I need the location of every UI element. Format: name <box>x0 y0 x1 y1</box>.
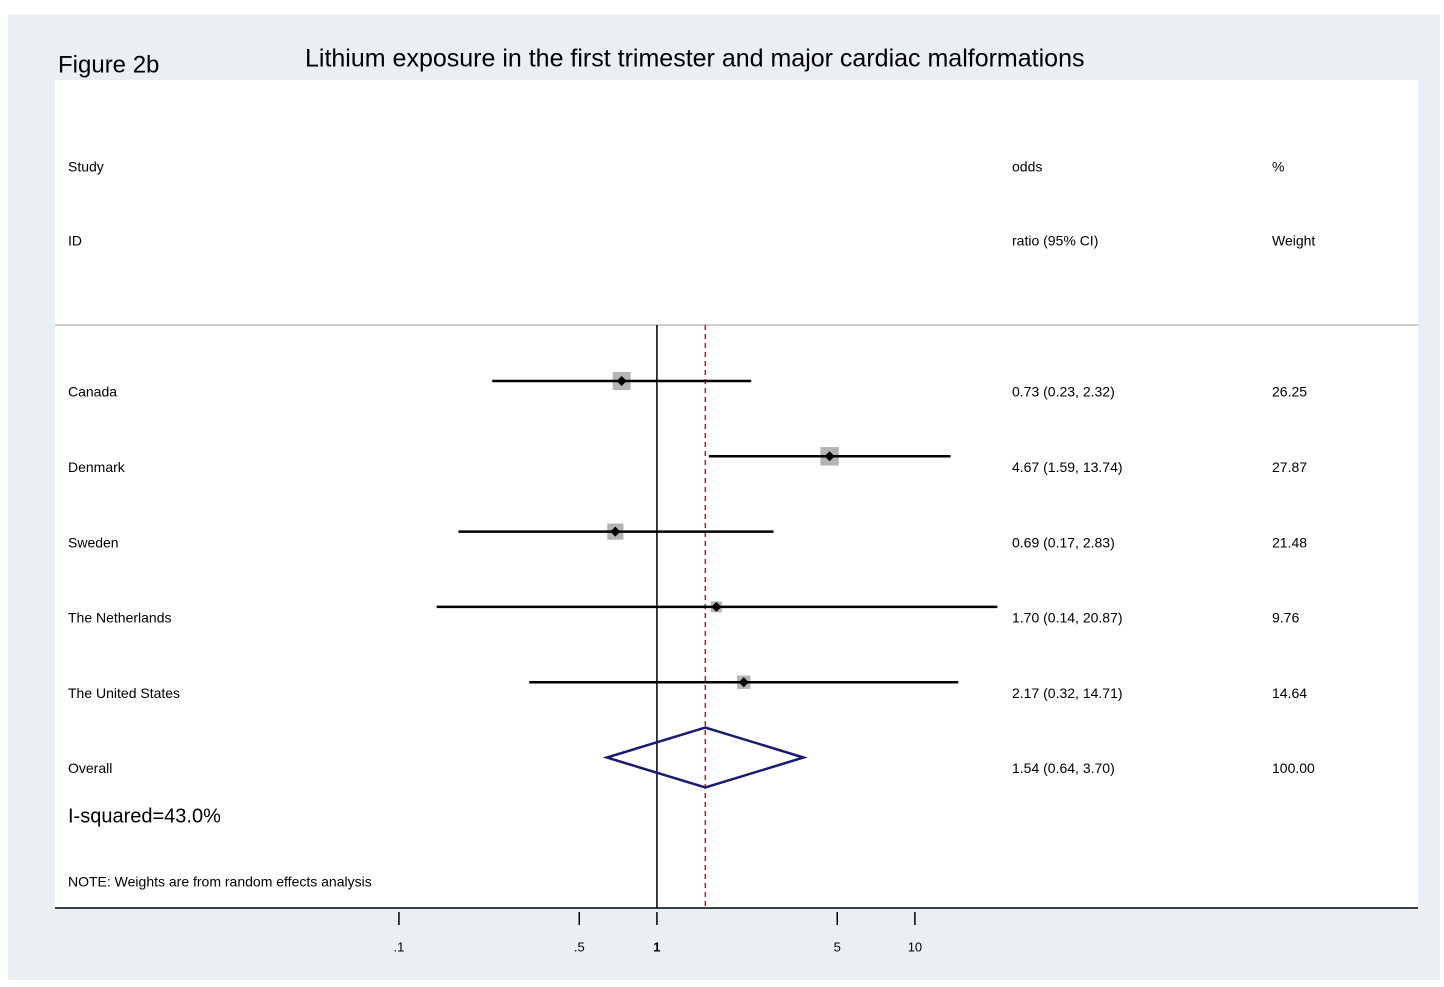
point-estimate <box>738 677 749 688</box>
point-estimate <box>824 451 835 462</box>
weight-label: 9.76 <box>1272 610 1299 626</box>
study-label: Overall <box>68 760 112 776</box>
plot-panel <box>55 80 1418 908</box>
study-label: The Netherlands <box>68 610 172 626</box>
chart-title: Lithium exposure in the first trimester … <box>305 45 1084 73</box>
column-header: odds <box>1012 159 1042 175</box>
column-header: ratio (95% CI) <box>1012 233 1098 249</box>
column-header: Study <box>68 159 104 175</box>
x-tick-label: 10 <box>908 939 922 954</box>
heterogeneity: I-squared=43.0% <box>68 805 221 827</box>
x-tick-label: .1 <box>393 939 404 954</box>
x-tick-label: .5 <box>574 939 585 954</box>
weight-label: 21.48 <box>1272 534 1307 550</box>
point-estimate <box>610 526 621 537</box>
effect-label: 0.69 (0.17, 2.83) <box>1012 534 1115 550</box>
point-estimate <box>616 376 627 386</box>
effect-label: 1.70 (0.14, 20.87) <box>1012 610 1123 626</box>
x-tick-label: 5 <box>834 939 841 954</box>
study-label: Denmark <box>68 459 126 475</box>
x-tick-label: 1 <box>653 939 660 954</box>
column-header: % <box>1272 159 1284 175</box>
effect-label: 2.17 (0.32, 14.71) <box>1012 685 1123 701</box>
note: NOTE: Weights are from random effects an… <box>68 874 372 890</box>
effect-label: 4.67 (1.59, 13.74) <box>1012 459 1123 475</box>
column-header: ID <box>68 233 82 249</box>
study-label: Sweden <box>68 534 119 550</box>
weight-label: 100.00 <box>1272 760 1315 776</box>
effect-label: 1.54 (0.64, 3.70) <box>1012 760 1115 776</box>
weight-label: 26.25 <box>1272 384 1307 400</box>
weight-label: 27.87 <box>1272 459 1307 475</box>
study-label: The United States <box>68 685 180 701</box>
figure-label: Figure 2b <box>58 51 159 78</box>
column-header: Weight <box>1272 233 1315 249</box>
overall-diamond <box>602 726 808 789</box>
study-label: Canada <box>68 384 117 400</box>
point-estimate <box>711 601 722 612</box>
effect-label: 0.73 (0.23, 2.32) <box>1012 384 1115 400</box>
weight-label: 14.64 <box>1272 685 1307 701</box>
